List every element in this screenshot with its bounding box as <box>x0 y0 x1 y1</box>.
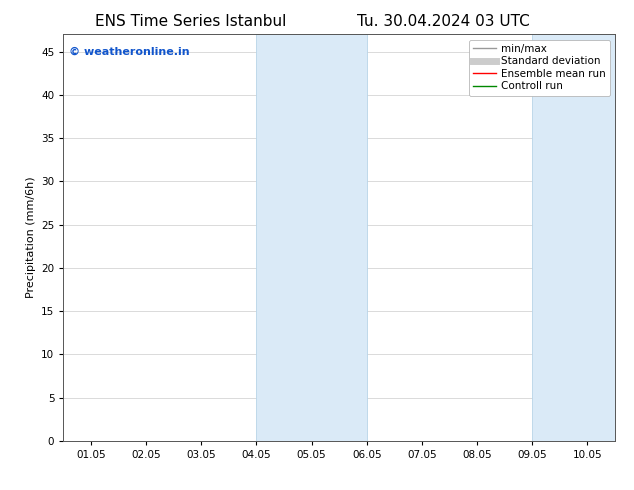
Text: ENS Time Series Istanbul: ENS Time Series Istanbul <box>94 14 286 29</box>
Bar <box>256 34 367 441</box>
Text: © weatheronline.in: © weatheronline.in <box>69 47 190 56</box>
Bar <box>533 34 615 441</box>
Legend: min/max, Standard deviation, Ensemble mean run, Controll run: min/max, Standard deviation, Ensemble me… <box>469 40 610 96</box>
Y-axis label: Precipitation (mm/6h): Precipitation (mm/6h) <box>25 177 36 298</box>
Text: Tu. 30.04.2024 03 UTC: Tu. 30.04.2024 03 UTC <box>358 14 530 29</box>
